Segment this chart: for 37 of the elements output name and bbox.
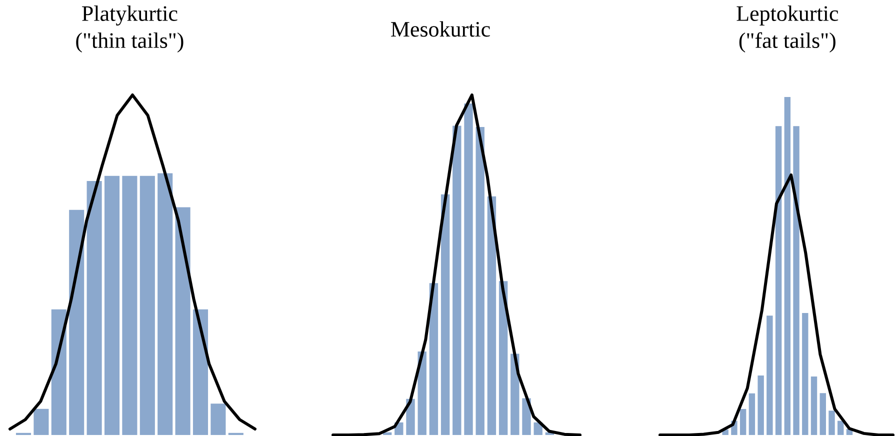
bar [758, 376, 764, 435]
bar [158, 173, 173, 435]
bar [793, 126, 800, 435]
bar [740, 408, 746, 435]
bar [828, 410, 835, 435]
bar [487, 196, 496, 435]
bar [775, 126, 782, 435]
bar [476, 127, 484, 435]
bar [418, 351, 426, 435]
bar [510, 354, 520, 435]
chart-subtitle: ("thin tails") [76, 32, 184, 52]
bar [140, 176, 155, 435]
chart-title: Leptokurtic [736, 6, 838, 26]
bar [429, 283, 438, 435]
bar [766, 316, 773, 435]
bar [210, 404, 226, 435]
bar [498, 281, 508, 435]
bar [820, 393, 826, 435]
bar [69, 210, 84, 435]
chart-title: Mesokurtic [391, 21, 490, 37]
bar [86, 181, 102, 435]
bar [51, 309, 66, 435]
bar [802, 312, 808, 435]
bar [838, 420, 844, 435]
bar [464, 103, 473, 435]
bar [192, 309, 208, 435]
chart-subtitle: ("fat tails") [739, 32, 836, 52]
bar [104, 176, 120, 435]
bar [122, 176, 138, 435]
bar [810, 376, 818, 435]
bar [784, 96, 791, 435]
bar [175, 207, 190, 435]
chart-title: Platykurtic [82, 6, 178, 26]
bar [34, 408, 49, 435]
bar [452, 126, 462, 435]
bar [748, 393, 756, 435]
bar [440, 194, 450, 435]
